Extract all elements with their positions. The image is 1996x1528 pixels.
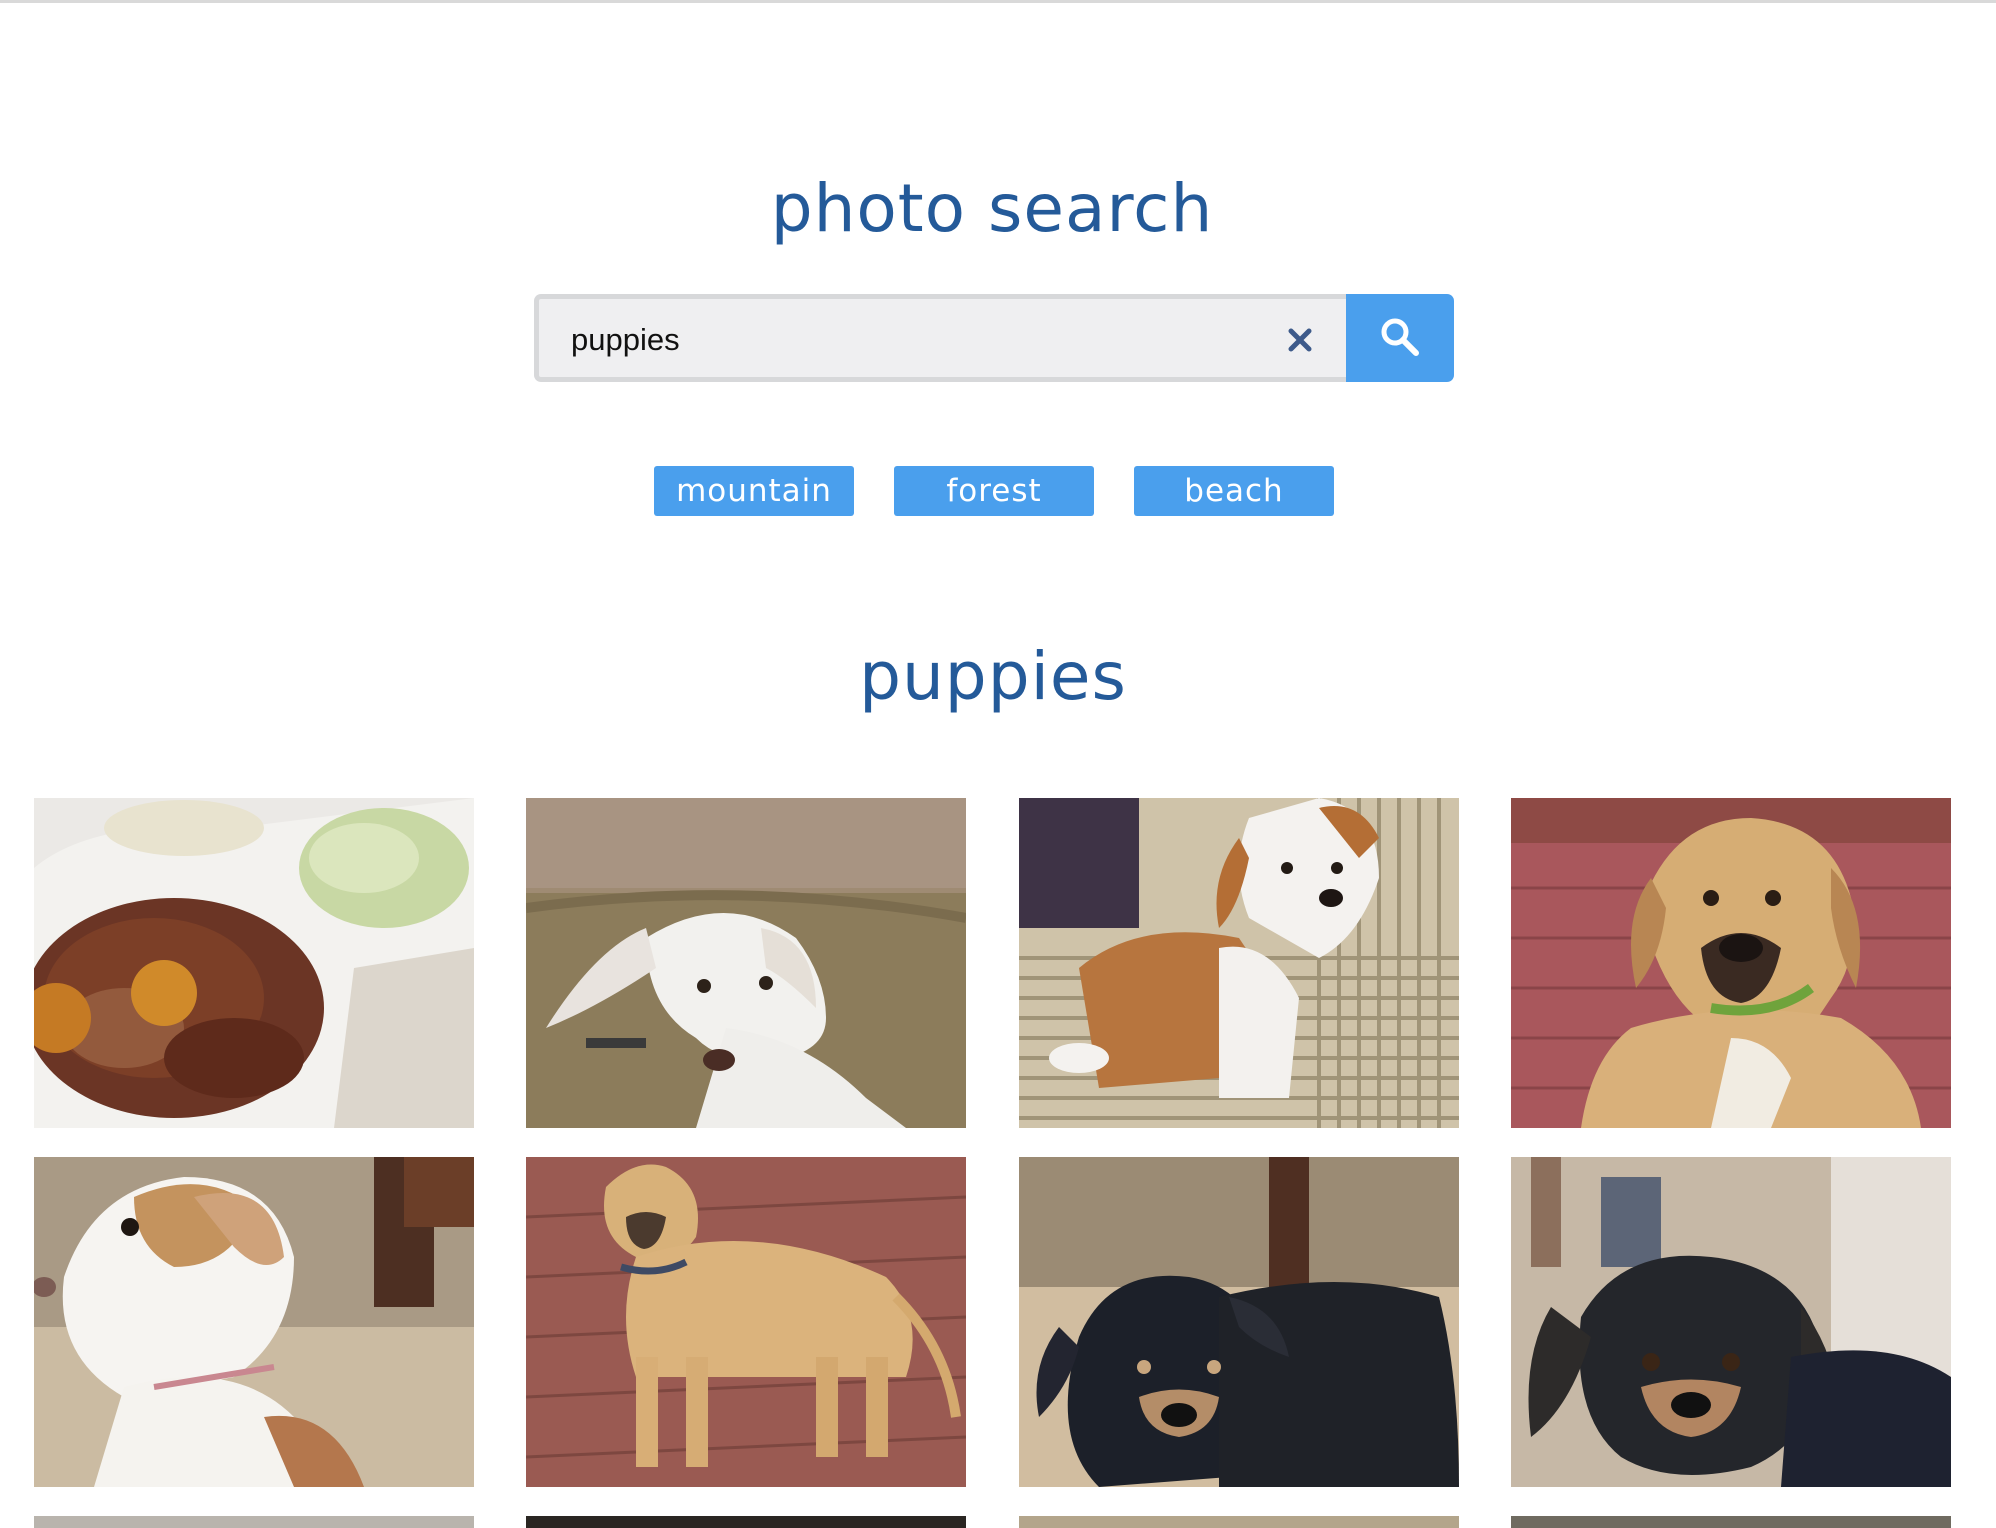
photo-white-puppy — [526, 798, 966, 1128]
photo-tile[interactable] — [1019, 798, 1459, 1128]
search-field[interactable] — [534, 294, 1348, 382]
suggestion-chip-beach[interactable]: beach — [1134, 466, 1334, 516]
suggestion-chip-forest[interactable]: forest — [894, 466, 1094, 516]
photo-tile[interactable] — [34, 1157, 474, 1487]
top-border — [0, 0, 1996, 3]
photo-partial — [34, 1516, 474, 1528]
photo-tan-puppy-standing — [526, 1157, 966, 1487]
search-bar — [534, 294, 1454, 382]
photo-food-plate — [34, 798, 474, 1128]
search-input[interactable] — [569, 319, 1253, 361]
photo-tile[interactable] — [34, 1516, 474, 1528]
photo-tile[interactable] — [526, 798, 966, 1128]
photo-tile[interactable] — [1511, 1516, 1951, 1528]
photo-partial — [1511, 1516, 1951, 1528]
page-title: photo search — [770, 170, 1214, 247]
photo-tile[interactable] — [1019, 1516, 1459, 1528]
photo-partial — [1019, 1516, 1459, 1528]
photo-tile[interactable] — [1511, 798, 1951, 1128]
photo-black-tan-puppy — [1511, 1157, 1951, 1487]
photo-tile[interactable] — [526, 1157, 966, 1487]
photo-grid — [34, 798, 1954, 1528]
photo-tan-puppy-brick — [1511, 798, 1951, 1128]
photo-tile[interactable] — [1511, 1157, 1951, 1487]
search-icon — [1381, 318, 1419, 356]
search-button[interactable] — [1346, 294, 1454, 382]
close-icon — [1288, 328, 1312, 352]
photo-partial — [526, 1516, 966, 1528]
results-title: puppies — [859, 638, 1127, 715]
photo-tile[interactable] — [526, 1516, 966, 1528]
photo-white-brown-puppy — [34, 1157, 474, 1487]
photo-black-puppy — [1019, 1157, 1459, 1487]
clear-search-button[interactable] — [1285, 325, 1315, 355]
photo-puppy-couch — [1019, 798, 1459, 1128]
suggestion-chip-mountain[interactable]: mountain — [654, 466, 854, 516]
photo-tile[interactable] — [1019, 1157, 1459, 1487]
photo-tile[interactable] — [34, 798, 474, 1128]
